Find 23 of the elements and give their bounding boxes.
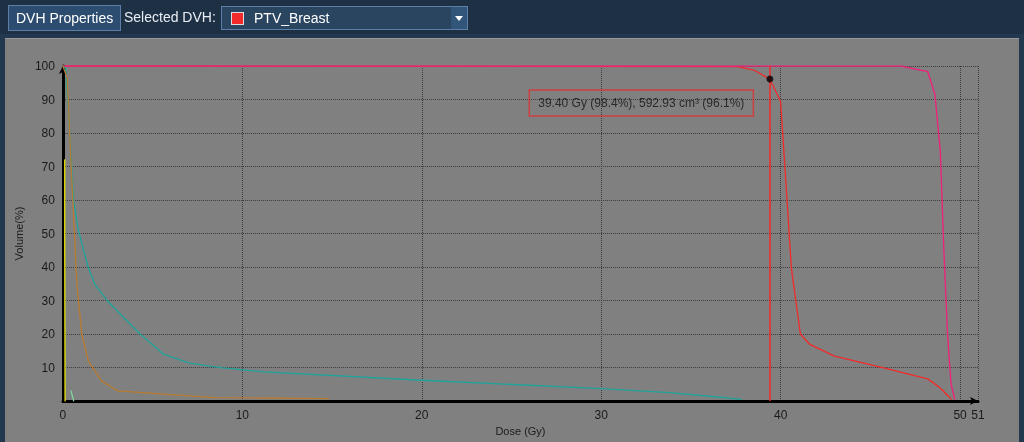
y-tick-label: 20: [41, 327, 56, 341]
y-tick-label: 50: [41, 226, 56, 241]
text: Selected DVH:: [124, 8, 216, 27]
y-tick-label: 30: [41, 293, 56, 308]
y-tick-label: 80: [41, 126, 56, 140]
y-tick-label: 60: [41, 193, 56, 207]
x-tick-label: 40: [773, 408, 788, 422]
y-axis-title: Volume(%): [12, 206, 25, 261]
y-tick-label: 40: [41, 260, 56, 274]
legend-label: PTV_Breast: [254, 9, 330, 28]
x-tick-label: 20: [415, 408, 429, 422]
y-tick-label: 10: [41, 360, 56, 375]
y-tick-label: 90: [41, 92, 56, 107]
x-tick-label: 51: [971, 408, 985, 422]
y-tick-label: 70: [41, 159, 56, 174]
annotation: 39.40 Gy (98.4%), 592.93 cm³ (96.1%): [538, 96, 745, 111]
y-tick-label: 100: [34, 59, 56, 73]
x-axis-title: Dose (Gy): [495, 425, 546, 438]
x-tick-label: 50: [953, 408, 968, 422]
text: DVH Properties: [8, 5, 122, 31]
x-tick-label: 0: [59, 408, 67, 422]
x-tick-label: 30: [594, 408, 609, 422]
x-tick-label: 10: [235, 408, 250, 422]
